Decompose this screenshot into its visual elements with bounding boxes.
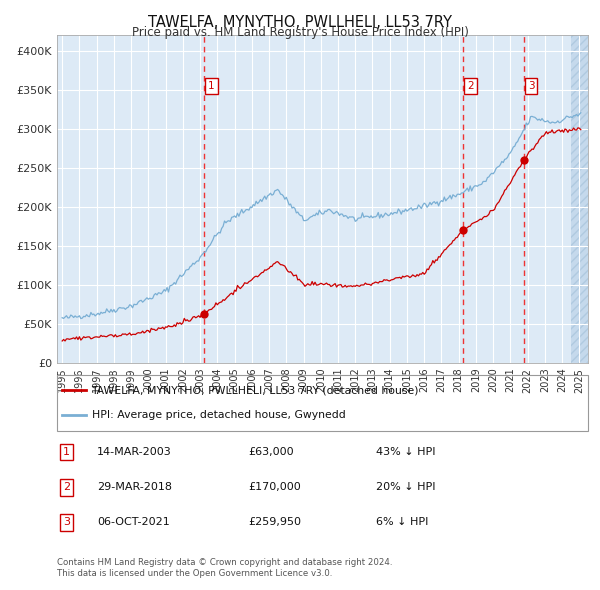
Text: 2: 2 xyxy=(467,81,474,91)
Text: £63,000: £63,000 xyxy=(248,447,294,457)
Text: 1: 1 xyxy=(208,81,215,91)
Text: 14-MAR-2003: 14-MAR-2003 xyxy=(97,447,172,457)
Text: 29-MAR-2018: 29-MAR-2018 xyxy=(97,482,172,492)
Text: Contains HM Land Registry data © Crown copyright and database right 2024.: Contains HM Land Registry data © Crown c… xyxy=(57,558,392,566)
Text: This data is licensed under the Open Government Licence v3.0.: This data is licensed under the Open Gov… xyxy=(57,569,332,578)
Text: TAWELFA, MYNYTHO, PWLLHELI, LL53 7RY: TAWELFA, MYNYTHO, PWLLHELI, LL53 7RY xyxy=(148,15,452,30)
Text: £170,000: £170,000 xyxy=(248,482,301,492)
Text: 3: 3 xyxy=(63,517,70,527)
Text: 43% ↓ HPI: 43% ↓ HPI xyxy=(376,447,435,457)
Text: Price paid vs. HM Land Registry's House Price Index (HPI): Price paid vs. HM Land Registry's House … xyxy=(131,26,469,39)
Text: 6% ↓ HPI: 6% ↓ HPI xyxy=(376,517,428,527)
Bar xyxy=(571,35,588,363)
Text: TAWELFA, MYNYTHO, PWLLHELI, LL53 7RY (detached house): TAWELFA, MYNYTHO, PWLLHELI, LL53 7RY (de… xyxy=(92,385,419,395)
Text: HPI: Average price, detached house, Gwynedd: HPI: Average price, detached house, Gwyn… xyxy=(92,410,345,420)
Text: 06-OCT-2021: 06-OCT-2021 xyxy=(97,517,170,527)
Text: 3: 3 xyxy=(528,81,535,91)
Text: 20% ↓ HPI: 20% ↓ HPI xyxy=(376,482,435,492)
Text: 2: 2 xyxy=(63,482,70,492)
Text: £259,950: £259,950 xyxy=(248,517,301,527)
Text: 1: 1 xyxy=(63,447,70,457)
